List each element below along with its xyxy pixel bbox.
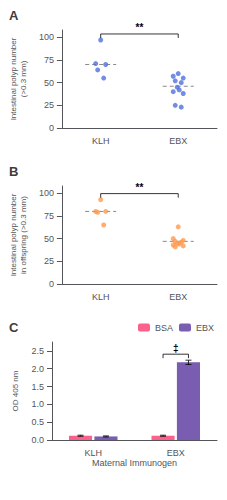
svg-text:75: 75 [44, 211, 54, 221]
svg-text:1.0: 1.0 [31, 399, 44, 409]
svg-text:2.5: 2.5 [31, 346, 44, 356]
svg-text:0.0: 0.0 [31, 435, 44, 445]
svg-text:50: 50 [44, 78, 54, 88]
svg-text:EBX: EBX [196, 323, 214, 333]
svg-text:C: C [9, 320, 19, 335]
svg-text:OD 405 nm: OD 405 nm [11, 370, 20, 411]
svg-text:75: 75 [44, 55, 54, 65]
svg-text:25: 25 [44, 100, 54, 110]
svg-text:0.5: 0.5 [31, 417, 44, 427]
svg-text:Intestinal polyp number: Intestinal polyp number [9, 193, 18, 276]
svg-text:0: 0 [49, 279, 54, 289]
svg-text:KLH: KLH [92, 292, 110, 302]
svg-text:A: A [9, 8, 19, 23]
svg-text:1.5: 1.5 [31, 382, 44, 392]
svg-text:Maternal Immunogen: Maternal Immunogen [92, 458, 177, 468]
svg-text:EBX: EBX [169, 136, 187, 146]
svg-text:‡: ‡ [173, 343, 179, 354]
svg-text:25: 25 [44, 256, 54, 266]
svg-text:2.0: 2.0 [31, 364, 44, 374]
svg-text:Intestinal polyp number: Intestinal polyp number [9, 37, 18, 120]
svg-text:**: ** [136, 182, 144, 193]
svg-text:B: B [9, 164, 18, 179]
svg-text:0: 0 [49, 123, 54, 133]
svg-text:**: ** [136, 22, 144, 33]
svg-text:(>0.3 mm): (>0.3 mm) [19, 60, 28, 97]
svg-text:EBX: EBX [167, 448, 185, 458]
svg-text:in offspring (>0.3 mm): in offspring (>0.3 mm) [19, 196, 28, 274]
svg-text:100: 100 [39, 188, 54, 198]
svg-text:KLH: KLH [84, 448, 102, 458]
svg-text:KLH: KLH [92, 136, 110, 146]
svg-text:50: 50 [44, 234, 54, 244]
svg-text:BSA: BSA [155, 323, 173, 333]
svg-text:100: 100 [39, 32, 54, 42]
svg-text:EBX: EBX [169, 292, 187, 302]
